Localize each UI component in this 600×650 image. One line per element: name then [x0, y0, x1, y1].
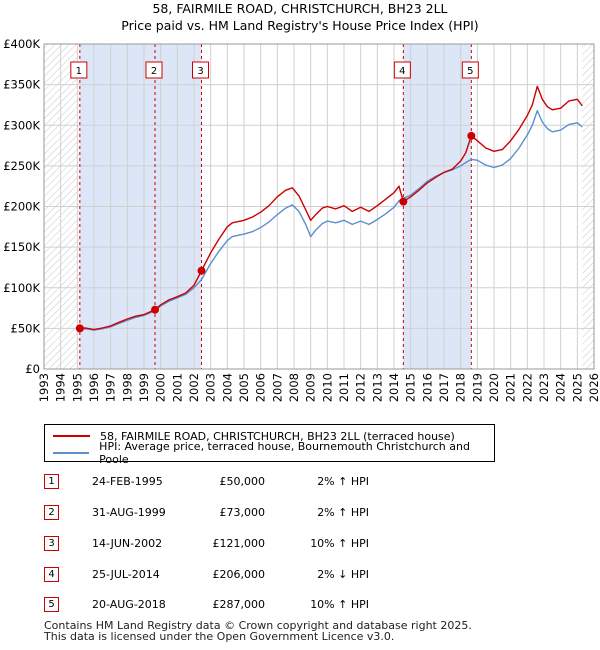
x-tick-label: 2001 [170, 373, 184, 402]
y-tick-label: £350K [3, 78, 40, 92]
transaction-number: 5 [44, 597, 59, 612]
x-tick-label: 1996 [87, 373, 101, 402]
sale-label-number: 4 [399, 66, 405, 77]
x-tick-label: 2003 [204, 373, 218, 402]
property-price-line [79, 85, 583, 331]
legend-label-property: 58, FAIRMILE ROAD, CHRISTCHURCH, BH23 2L… [100, 429, 455, 443]
x-tick-label: 2013 [370, 373, 384, 402]
footer-licence: This data is licensed under the Open Gov… [44, 630, 395, 643]
footer-copyright: Contains HM Land Registry data © Crown c… [44, 619, 472, 632]
transaction-number: 3 [44, 536, 59, 551]
x-tick-label: 2011 [337, 373, 351, 402]
y-tick-label: £300K [3, 118, 40, 132]
legend-swatch-hpi [53, 452, 90, 454]
sale-point [197, 266, 206, 275]
transaction-number: 4 [44, 567, 59, 582]
sale-point [467, 131, 476, 140]
legend-item-property: 58, FAIRMILE ROAD, CHRISTCHURCH, BH23 2L… [53, 428, 455, 444]
x-tick-label: 2006 [254, 373, 268, 402]
chart-subtitle: Price paid vs. HM Land Registry's House … [121, 18, 478, 33]
sale-label-number: 2 [151, 66, 157, 77]
x-tick-label: 2010 [320, 373, 334, 402]
chart-title: 58, FAIRMILE ROAD, CHRISTCHURCH, BH23 2L… [152, 1, 447, 16]
plot-frame [43, 43, 595, 370]
y-tick-label: £100K [3, 281, 40, 295]
x-tick-label: 1994 [54, 373, 68, 402]
y-tick-label: £400K [3, 37, 40, 51]
x-tick-label: 2009 [304, 373, 318, 402]
x-tick-label: 2005 [237, 373, 251, 402]
sale-label-box [145, 61, 163, 79]
sale-point [151, 305, 159, 314]
x-tick-label: 2014 [387, 373, 401, 402]
x-tick-label: 2008 [287, 373, 301, 402]
x-tick-label: 1997 [104, 373, 118, 402]
transaction-date: 24-FEB-1995 [92, 475, 163, 488]
x-tick-label: 2025 [570, 373, 584, 402]
y-tick-label: £0 [25, 362, 40, 376]
x-tick-label: 2026 [587, 373, 600, 402]
legend-label-hpi: HPI: Average price, terraced house, Bour… [99, 440, 470, 466]
table-row: 1 24-FEB-1995 £50,000 2% ↑ HPI [44, 474, 384, 490]
transaction-price: £50,000 [219, 475, 266, 488]
table-row: 3 14-JUN-2002 £121,000 10% ↑ HPI [44, 536, 384, 552]
x-tick-label: 1998 [120, 373, 134, 402]
table-row: 2 31-AUG-1999 £73,000 2% ↑ HPI [44, 505, 384, 521]
sale-label-box [192, 61, 209, 79]
x-tick-label: 2023 [537, 373, 551, 402]
y-tick-label: £250K [3, 159, 40, 173]
x-tick-label: 2002 [187, 373, 201, 402]
sale-point [75, 324, 84, 333]
x-tick-label: 2017 [437, 373, 451, 402]
x-tick-label: 2018 [454, 373, 468, 402]
x-tick-label: 1995 [70, 373, 84, 402]
transaction-date: 25-JUL-2014 [92, 568, 160, 581]
transaction-price: £287,000 [212, 598, 266, 611]
transaction-hpi-diff: 2% ↑ HPI [317, 506, 369, 519]
x-tick-label: 2000 [154, 373, 168, 402]
transaction-price: £121,000 [212, 537, 266, 550]
x-tick-label: 1993 [37, 373, 51, 402]
transaction-price: £73,000 [219, 506, 266, 519]
x-tick-label: 2019 [470, 373, 484, 402]
table-row: 4 25-JUL-2014 £206,000 2% ↓ HPI [44, 567, 384, 583]
x-tick-label: 2022 [520, 373, 534, 402]
transaction-hpi-diff: 2% ↓ HPI [317, 568, 369, 581]
legend: 58, FAIRMILE ROAD, CHRISTCHURCH, BH23 2L… [44, 424, 495, 466]
sale-label-box [461, 61, 479, 79]
sale-label-number: 3 [197, 66, 203, 77]
x-tick-label: 2015 [404, 373, 418, 402]
y-tick-label: £200K [3, 200, 40, 214]
legend-swatch-property [53, 435, 90, 437]
transaction-hpi-diff: 2% ↑ HPI [317, 475, 369, 488]
x-tick-label: 1999 [137, 373, 151, 402]
transaction-date: 20-AUG-2018 [92, 598, 166, 611]
transaction-hpi-diff: 10% ↑ HPI [310, 537, 369, 550]
x-tick-label: 2004 [220, 373, 234, 402]
x-tick-label: 2016 [420, 373, 434, 402]
sale-label-number: 1 [76, 66, 82, 77]
hpi-line [79, 109, 583, 331]
legend-item-hpi: HPI: Average price, terraced house, Bour… [53, 440, 494, 466]
transaction-date: 14-JUN-2002 [92, 537, 163, 550]
transaction-date: 31-AUG-1999 [92, 506, 166, 519]
transaction-price: £206,000 [212, 568, 266, 581]
sale-label-box [70, 61, 88, 79]
footer: Contains HM Land Registry data © Crown c… [44, 620, 472, 642]
x-tick-label: 2021 [504, 373, 518, 402]
sale-label-number: 5 [467, 66, 473, 77]
transaction-hpi-diff: 10% ↑ HPI [310, 598, 369, 611]
price-chart: 58, FAIRMILE ROAD, CHRISTCHURCH, BH23 2L… [3, 1, 600, 402]
x-tick-label: 2012 [354, 373, 368, 402]
y-tick-label: £50K [11, 321, 41, 335]
x-tick-label: 2024 [554, 373, 568, 402]
y-tick-label: £150K [3, 240, 40, 254]
x-tick-label: 2007 [270, 373, 284, 402]
transaction-number: 1 [44, 474, 59, 489]
transaction-number: 2 [44, 505, 59, 520]
x-tick-label: 2020 [487, 373, 501, 402]
table-row: 5 20-AUG-2018 £287,000 10% ↑ HPI [44, 597, 384, 613]
sale-label-box [393, 61, 411, 79]
sale-point [399, 197, 408, 206]
